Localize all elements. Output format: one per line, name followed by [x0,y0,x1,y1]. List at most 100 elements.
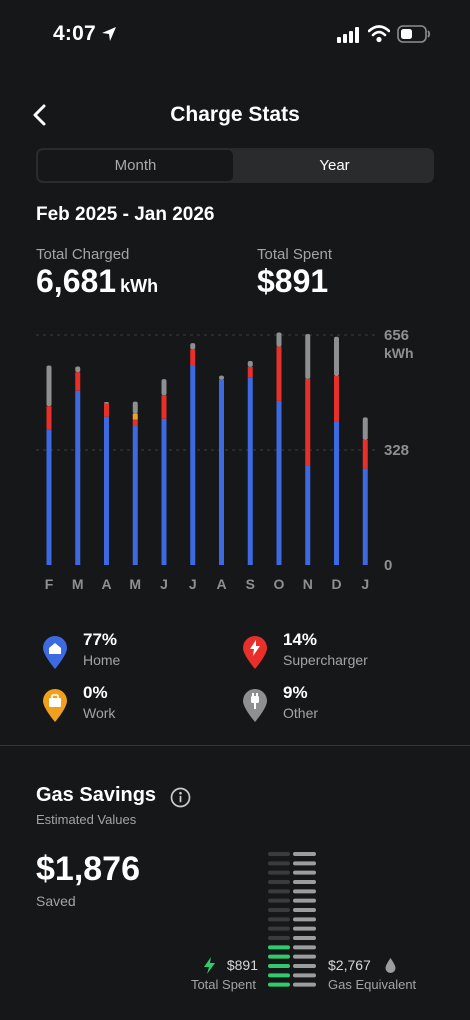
tab-month[interactable]: Month [36,148,235,183]
legend-work: 0% Work [41,683,241,727]
other-pin-icon [243,689,267,722]
bar-segment-home [219,379,224,565]
x-tick-label: M [129,576,141,592]
ladder-rung-gas [293,926,316,931]
ladder-rung-gas [293,898,316,903]
legend-other-name: Other [283,705,319,721]
bar-segment-supercharger [104,403,109,417]
y-tick-label: 656 [384,327,409,344]
ladder-rung-spent [268,945,290,950]
total-spent-value: $891 [257,263,329,299]
bar-segment-other [161,379,167,396]
y-tick-label: 0 [384,557,392,574]
supercharger-pin-icon [243,636,267,669]
ladder-rung-spent [268,926,290,931]
legend-work-pct: 0% [83,683,108,702]
gas-total-spent-label: Total Spent [190,977,256,992]
x-tick-label: J [361,576,369,592]
legend-supercharger: 14% Supercharger [241,630,441,674]
status-bar: 4:07 [0,0,470,70]
status-time: 4:07 [53,22,96,45]
ladder-rung-spent [268,852,290,856]
bar-segment-home [132,425,138,565]
section-divider [0,745,470,746]
period-segmented-control: Month Year [36,148,434,183]
x-tick-label: A [216,576,226,592]
bar-segment-supercharger [276,346,282,401]
ladder-rung-spent [268,936,290,940]
gas-total-spent-value: $891 [226,957,258,973]
savings-ladder-graphic [268,852,316,987]
total-charged-number: 6,681 [36,263,117,299]
legend-supercharger-name: Supercharger [283,652,368,668]
x-tick-label: J [189,576,197,592]
total-charged-value: 6,681 kWh [36,263,158,300]
ladder-rung-gas [293,852,316,856]
bar-segment-other [276,332,282,347]
bar-segment-home [161,418,167,565]
gas-savings-title: Gas Savings [36,784,157,806]
ladder-rung-gas [293,870,316,875]
ladder-rung-gas [293,889,316,894]
ladder-rung-gas [293,917,316,922]
total-charged-label: Total Charged [36,246,130,263]
x-tick-label: O [274,576,285,592]
tab-year[interactable]: Year [319,157,350,174]
x-tick-label: M [72,576,84,592]
ladder-rung-spent [268,982,290,987]
legend-other: 9% Other [241,683,441,727]
ladder-rung-spent [268,889,290,894]
bar-segment-other [75,366,81,373]
ladder-rung-spent [268,898,290,903]
x-tick-label: J [160,576,168,592]
cellular-signal-icon [337,27,359,43]
bar-segment-supercharger [132,419,138,426]
x-tick-label: F [45,576,54,592]
ladder-rung-spent [268,973,290,978]
ladder-rung-gas [293,936,316,940]
x-tick-label: N [303,576,313,592]
ladder-rung-spent [268,954,290,959]
bar-segment-other [190,343,196,350]
bar-segment-home [104,416,109,565]
bar-segment-home [305,465,311,565]
ladder-rung-gas [293,964,316,968]
legend-home: 77% Home [41,630,241,674]
bar-segment-home [247,377,253,565]
bar-segment-supercharger [46,406,52,430]
ladder-rung-gas [293,945,316,950]
bar-segment-other [334,336,339,377]
gas-equivalent-value: $2,767 [328,957,371,973]
ladder-rung-spent [268,917,290,922]
charge-bar-chart: 656 328 0 kWh F M A M J J A S O N D J [36,327,414,592]
back-chevron-icon[interactable] [30,102,52,128]
bar-segment-other [362,417,368,440]
ladder-rung-spent [268,908,290,912]
ladder-rung-gas [293,954,316,959]
wifi-icon [368,25,390,43]
ladder-rung-spent [268,861,290,866]
total-charged-unit: kWh [120,276,159,296]
bar-segment-other [247,360,253,367]
ladder-rung-gas [293,908,316,912]
bar-segment-home [75,390,81,565]
bar-segment-supercharger [247,366,253,378]
saved-value: $1,876 [36,850,140,888]
bar-segment-supercharger [362,439,368,469]
x-tick-label: S [246,576,255,592]
ladder-rung-spent [268,964,290,968]
gas-savings-subtitle: Estimated Values [36,812,137,827]
legend-home-name: Home [83,652,121,668]
bar-segment-other [46,365,52,407]
bar-segment-home [46,429,52,565]
bar-segment-home [276,400,282,565]
work-pin-icon [43,689,67,722]
ladder-rung-gas [293,982,316,987]
y-tick-label: 328 [384,442,409,459]
bar-segment-supercharger [75,372,81,391]
x-tick-label: D [331,576,341,592]
bar-segment-other [305,333,311,379]
date-range: Feb 2025 - Jan 2026 [36,204,215,225]
bolt-icon [204,957,215,974]
info-icon[interactable] [170,787,191,808]
